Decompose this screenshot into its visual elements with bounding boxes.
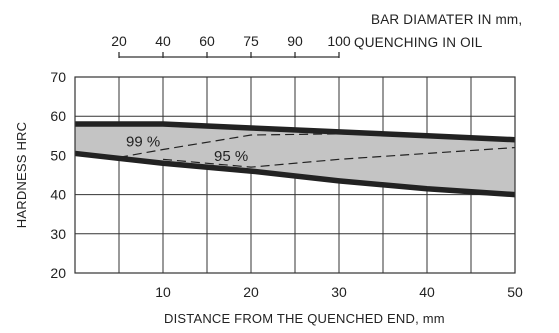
x-tick-label: 20 bbox=[243, 284, 259, 300]
x-tick-label: 40 bbox=[419, 284, 435, 300]
x-axis-label: DISTANCE FROM THE QUENCHED END, mm bbox=[164, 311, 445, 326]
top-axis-tick-label: 20 bbox=[111, 33, 127, 49]
x-tick-label: 50 bbox=[507, 284, 523, 300]
data-series-layer: 99 % 95 % bbox=[74, 121, 516, 198]
x-tick-label: 30 bbox=[331, 284, 347, 300]
series-line-2 bbox=[118, 133, 516, 158]
y-tick-label: 40 bbox=[50, 187, 66, 203]
x-tick-label: 10 bbox=[155, 284, 171, 300]
top-axis-tick-label: 60 bbox=[199, 33, 215, 49]
series-line-3 bbox=[162, 146, 516, 168]
y-tick-label: 50 bbox=[50, 147, 66, 163]
x-tick-labels: 10 20 30 40 50 bbox=[155, 284, 523, 300]
top-axis-tick-label: 40 bbox=[155, 33, 171, 49]
top-axis-tick-label: 100 bbox=[327, 33, 351, 49]
annotation-label-1: 95 % bbox=[214, 148, 248, 165]
annotation-label-0: 99 % bbox=[126, 134, 160, 151]
top-axis-label-line2: QUENCHING IN OIL bbox=[354, 35, 483, 50]
y-tick-label: 60 bbox=[50, 108, 66, 124]
y-tick-label: 20 bbox=[50, 265, 66, 281]
top-axis-bar-diameter: 20 40 60 75 90 100 bbox=[111, 33, 351, 58]
y-tick-label: 30 bbox=[50, 226, 66, 242]
plot-frame bbox=[74, 76, 516, 274]
y-tick-labels: 20 30 40 50 60 70 bbox=[50, 69, 66, 281]
y-axis-label: HARDNESS HRC bbox=[14, 122, 29, 228]
top-axis-tick-label: 75 bbox=[243, 33, 259, 49]
y-tick-label: 70 bbox=[50, 69, 66, 85]
top-axis-label-line1: BAR DIAMATER IN mm, bbox=[371, 12, 522, 27]
hardness-band bbox=[75, 124, 515, 195]
lower-bound-line bbox=[74, 150, 516, 198]
top-axis-tick-label: 90 bbox=[287, 33, 303, 49]
